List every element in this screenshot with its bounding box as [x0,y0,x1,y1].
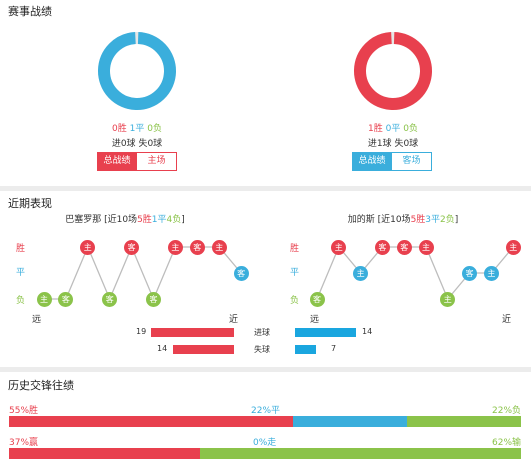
away-goals-bar [295,328,356,337]
history-segment-loss [407,416,521,427]
home-y-label-draw: 平 [16,268,26,278]
history-row1-win-label: 55%胜 [9,406,39,416]
home-form-chart [44,245,242,301]
away-goals-value: 14 [362,327,373,336]
home-form-summary: 巴塞罗那 [近10场5胜1平4负] [65,215,185,225]
away-conceded-value: 7 [331,344,337,353]
home-record-counts: 0胜 1平 0负 [87,121,187,134]
form-point-win: 客 [189,239,205,255]
form-point-win: 主 [331,239,347,255]
form-line [44,245,242,301]
away-win-count: 1胜 [368,124,383,134]
section-title: 赛事战绩 [8,5,52,18]
away-form-wins: 5胜 [410,215,426,225]
away-form-losses: 2负 [440,215,455,225]
home-loss-count: 0负 [147,124,162,134]
home-tab-overall[interactable]: 总战绩 [97,152,137,171]
away-conceded-bar [295,345,317,354]
form-point-win: 主 [418,239,434,255]
home-donut-arc [98,32,176,110]
away-form-draws: 3平 [425,215,441,225]
history-row1-draw-label: 22%平 [251,406,281,416]
away-goal-stats: 进1球 失0球 [343,136,443,149]
form-point-draw: 客 [462,265,478,281]
home-goal-stats: 进0球 失0球 [87,136,187,149]
home-x-label-near: 近 [229,315,239,325]
home-draw-count: 1平 [129,124,145,134]
form-point-loss: 客 [309,291,325,307]
history-segment-draw [293,416,408,427]
form-point-win: 客 [396,239,412,255]
form-point-draw: 主 [483,265,499,281]
home-form-wins: 5胜 [137,215,152,225]
away-donut-chart [354,32,432,110]
home-win-count: 0胜 [112,124,127,134]
form-point-win: 主 [211,239,227,255]
history-row2-win-label: 37%赢 [9,438,39,448]
away-x-label-far: 远 [310,315,320,325]
home-team-name: 巴塞罗那 [65,215,102,225]
away-conceded: 失0球 [394,139,419,149]
away-donut-arc [354,32,432,110]
recent-form-panel: 近期表现 巴塞罗那 [近10场5胜1平4负] 加的斯 [近10场5胜3平2负] … [0,191,531,367]
away-draw-count: 0平 [385,124,401,134]
away-form-summary: 加的斯 [近10场5胜3平2负] [347,215,459,225]
home-goals-bar [151,328,234,337]
away-y-label-loss: 负 [290,296,300,306]
form-point-draw: 客 [233,265,249,281]
goals-label: 进球 [254,328,270,337]
home-conceded-bar [172,345,234,354]
away-tab-overall[interactable]: 总战绩 [352,152,392,171]
form-point-loss: 主 [440,291,456,307]
history-row2-draw-label: 0%走 [253,438,277,448]
home-form-losses: 4负 [166,215,182,225]
form-point-loss: 客 [58,291,74,307]
history-segment-loss [200,448,521,459]
home-goals: 进0球 [111,139,136,149]
home-conceded: 失0球 [138,139,163,149]
form-point-loss: 客 [102,291,118,307]
away-x-label-near: 近 [502,315,512,325]
home-y-label-loss: 负 [16,296,26,306]
section-title: 近期表现 [8,197,52,210]
history-row1-loss-label: 22%负 [492,406,522,416]
history-segment-win [9,448,201,459]
form-point-win: 客 [124,239,140,255]
form-point-draw: 主 [353,265,369,281]
history-segment-win [9,416,294,427]
form-line [316,245,514,301]
form-point-win: 主 [505,239,521,255]
home-goals-value: 19 [136,327,147,336]
history-row2-loss-label: 62%输 [492,438,522,448]
away-y-label-win: 胜 [290,244,300,254]
away-loss-count: 0负 [403,124,418,134]
conceded-label: 失球 [254,345,270,354]
home-tab-home[interactable]: 主场 [136,152,177,171]
away-form-chart [316,245,514,301]
away-team-name: 加的斯 [347,215,375,225]
home-donut-chart [98,32,176,110]
form-point-win: 客 [374,239,390,255]
form-point-win: 主 [80,239,96,255]
section-title: 历史交锋往绩 [8,379,74,392]
away-record-counts: 1胜 0平 0负 [343,121,443,134]
away-goals: 进1球 [367,139,392,149]
form-point-loss: 主 [36,291,52,307]
match-record-panel: 赛事战绩 0胜 1平 0负 进0球 失0球 总战绩 主场 1胜 0平 0负 进1… [0,0,531,186]
home-x-label-far: 远 [32,315,42,325]
form-point-loss: 客 [146,291,161,307]
form-point-win: 主 [167,239,183,255]
home-form-draws: 1平 [151,215,167,225]
history-panel: 历史交锋往绩 55%胜 22%平 22%负 37%赢 0%走 62%输 [0,372,531,468]
home-y-label-win: 胜 [16,244,26,254]
home-conceded-value: 14 [157,344,168,353]
away-y-label-draw: 平 [290,268,300,278]
away-tab-away[interactable]: 客场 [391,152,432,171]
